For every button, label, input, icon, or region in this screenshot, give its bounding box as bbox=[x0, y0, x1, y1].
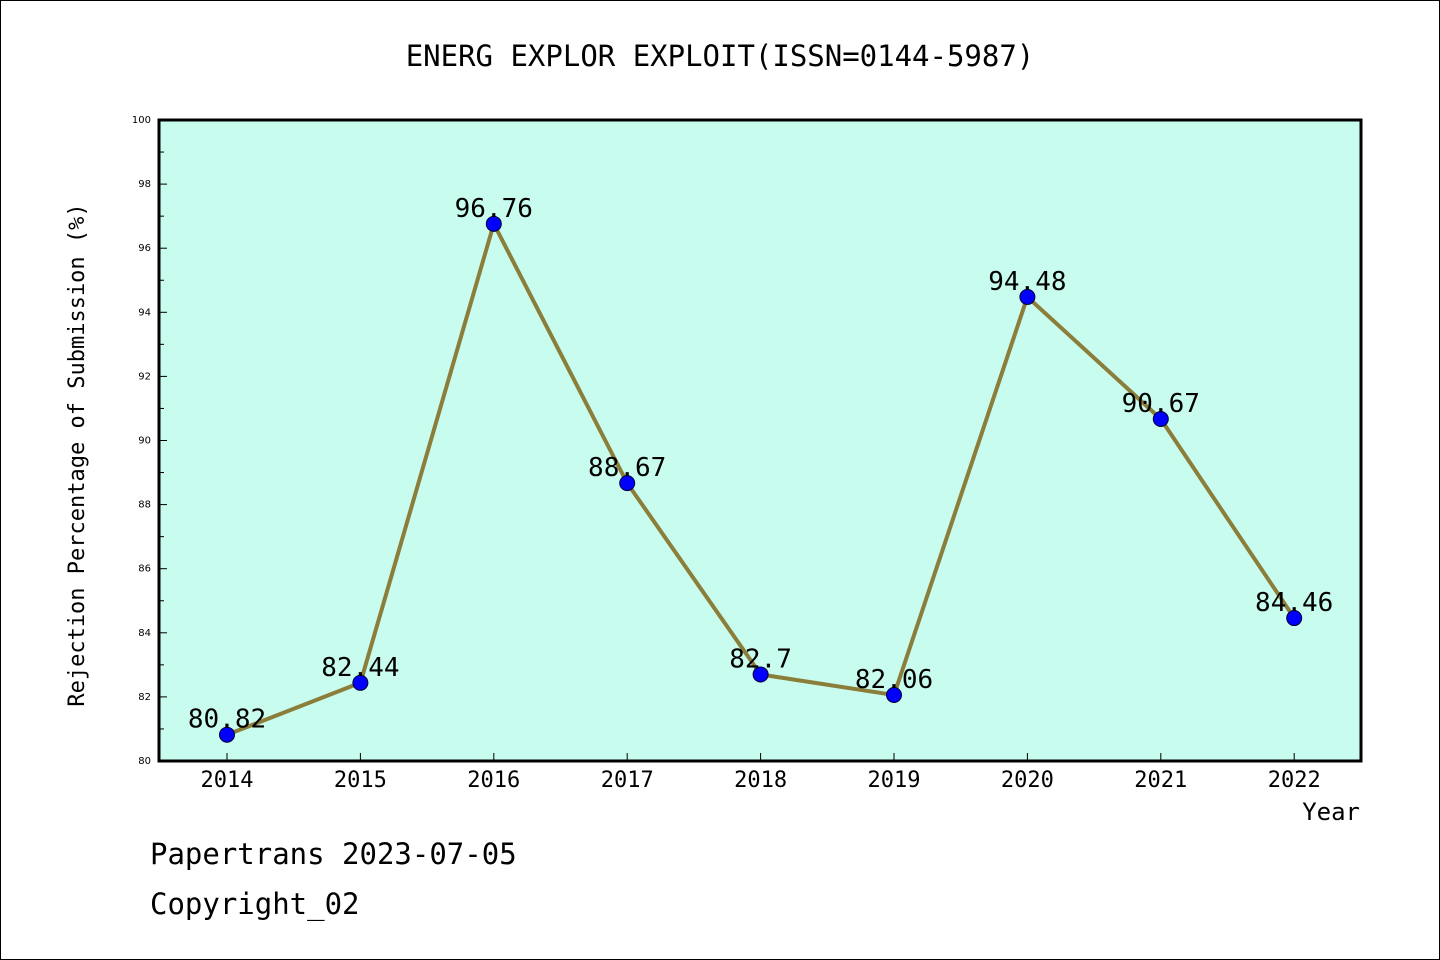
chart-title: ENERG EXPLOR EXPLOIT(ISSN=0144-5987) bbox=[406, 39, 1035, 73]
data-point bbox=[886, 686, 902, 703]
y-tick-label: 96 bbox=[138, 243, 151, 254]
y-tick-label: 100 bbox=[132, 115, 151, 126]
y-tick-label: 92 bbox=[138, 371, 151, 382]
plot-area bbox=[159, 120, 1361, 761]
data-point bbox=[219, 726, 235, 743]
y-tick-label: 94 bbox=[138, 307, 151, 318]
y-tick-label: 82 bbox=[138, 692, 151, 703]
y-tick-label: 88 bbox=[138, 500, 151, 511]
data-point bbox=[1019, 288, 1036, 305]
data-label: 82.44 bbox=[321, 653, 399, 683]
data-label: 84.46 bbox=[1255, 588, 1333, 618]
data-point bbox=[619, 475, 636, 492]
data-point bbox=[752, 666, 769, 683]
x-tick-label: 2019 bbox=[868, 768, 921, 793]
y-tick-label: 84 bbox=[138, 628, 151, 639]
y-tick-label: 86 bbox=[138, 564, 151, 575]
y-axis-label: Rejection Percentage of Submission (%) bbox=[65, 203, 90, 706]
x-axis: 2014 2015 2016 2017 2018 2019 2020 2021 2022 bbox=[201, 753, 1321, 793]
data-point bbox=[1286, 610, 1303, 627]
data-label: 96.76 bbox=[455, 194, 533, 224]
x-tick-label: 2015 bbox=[334, 768, 387, 793]
x-tick-label: 2014 bbox=[201, 768, 254, 793]
data-labels: 80.82 82.44 96.76 88.67 82.7 82.06 94.48 90.67 8… bbox=[188, 194, 1333, 735]
data-point bbox=[485, 215, 502, 232]
x-tick-label: 2016 bbox=[467, 768, 520, 793]
footer-date: Papertrans 2023-07-05 bbox=[150, 837, 517, 871]
y-tick-label: 80 bbox=[138, 756, 151, 767]
x-tick-label: 2017 bbox=[601, 768, 654, 793]
x-tick-label: 2022 bbox=[1268, 768, 1321, 793]
x-tick-label: 2018 bbox=[734, 768, 787, 793]
x-axis-label: Year bbox=[1302, 798, 1360, 826]
data-markers bbox=[219, 215, 1303, 743]
data-label: 80.82 bbox=[188, 705, 266, 735]
data-point bbox=[1152, 411, 1169, 428]
data-label: 82.7 bbox=[729, 644, 792, 674]
data-label: 88.67 bbox=[588, 453, 666, 483]
x-tick-label: 2020 bbox=[1001, 768, 1054, 793]
footer-copyright: Copyright_02 bbox=[150, 887, 360, 922]
data-label: 90.67 bbox=[1122, 389, 1200, 419]
y-tick-label: 90 bbox=[138, 436, 151, 447]
y-tick-label: 98 bbox=[138, 179, 151, 190]
data-point bbox=[352, 674, 369, 691]
plot-border bbox=[157, 118, 1363, 763]
data-label: 94.48 bbox=[988, 267, 1066, 297]
x-tick-label: 2021 bbox=[1134, 768, 1187, 793]
data-label: 82.06 bbox=[855, 665, 933, 695]
